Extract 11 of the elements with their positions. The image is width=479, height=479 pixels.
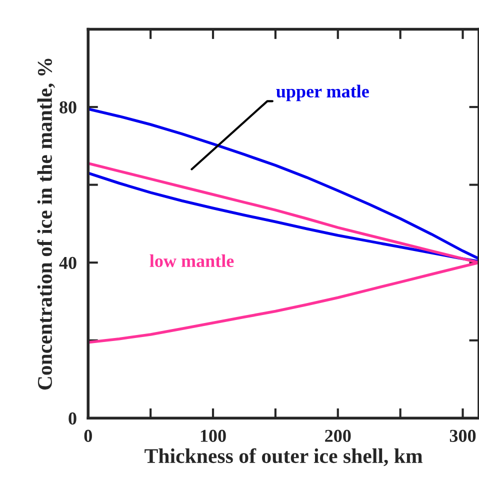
- y-axis-title: Concentration of ice in the mantle, %: [37, 58, 55, 390]
- x-tick-label: 200: [325, 430, 351, 442]
- x-tick-label: 300: [450, 430, 476, 442]
- x-tick-label: 100: [200, 430, 226, 442]
- y-tick-label: 40: [59, 256, 76, 270]
- y-tick-label: 0: [68, 412, 76, 425]
- annotation: upper matle: [276, 84, 369, 102]
- y-tick-label: 80: [60, 101, 76, 114]
- annotation: low mantle: [150, 254, 234, 268]
- x-axis-title: Thickness of outer ice shell, km: [144, 448, 422, 466]
- x-tick-label: 0: [84, 430, 92, 442]
